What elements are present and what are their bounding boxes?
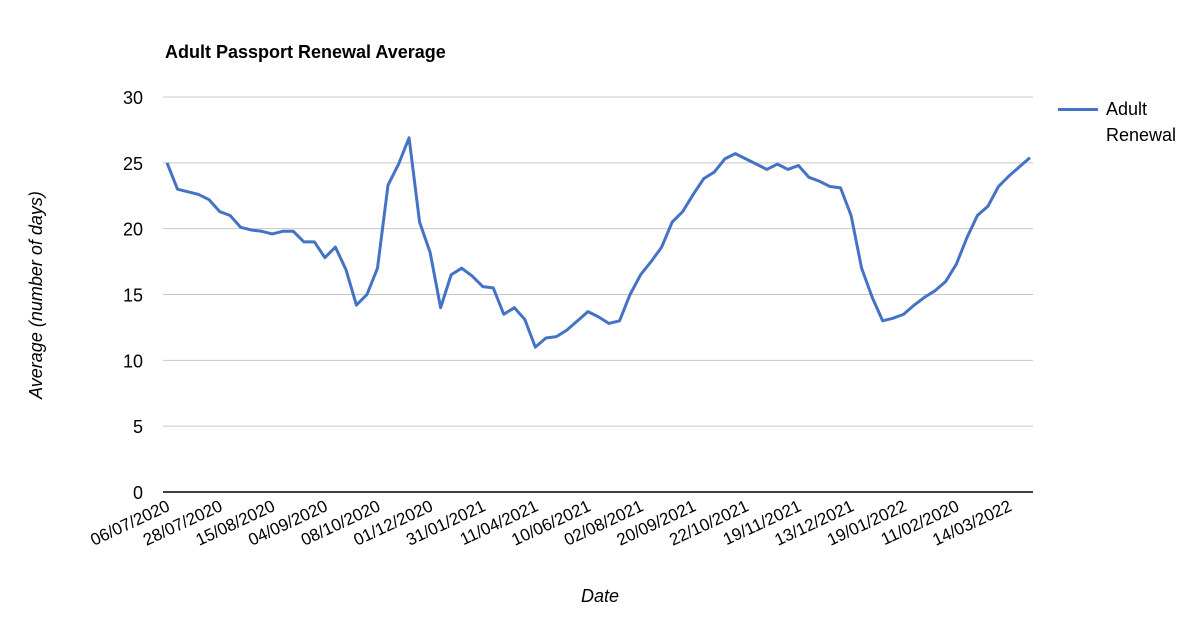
y-tick-label: 25 [123, 154, 143, 174]
chart-title: Adult Passport Renewal Average [165, 42, 446, 62]
x-axis-label: Date [581, 586, 619, 606]
legend: Adult Renewal [1058, 96, 1200, 148]
legend-swatch [1058, 108, 1098, 111]
legend-label: Adult Renewal [1106, 99, 1177, 145]
y-tick-label: 10 [123, 351, 143, 371]
y-tick-label: 20 [123, 220, 143, 240]
series-line [165, 136, 1031, 349]
y-tick-label: 5 [133, 417, 143, 437]
y-tick-label: 0 [133, 483, 143, 503]
y-tick-label: 15 [123, 286, 143, 306]
y-axis-label: Average (number of days) [26, 191, 46, 400]
y-tick-label: 30 [123, 88, 143, 108]
